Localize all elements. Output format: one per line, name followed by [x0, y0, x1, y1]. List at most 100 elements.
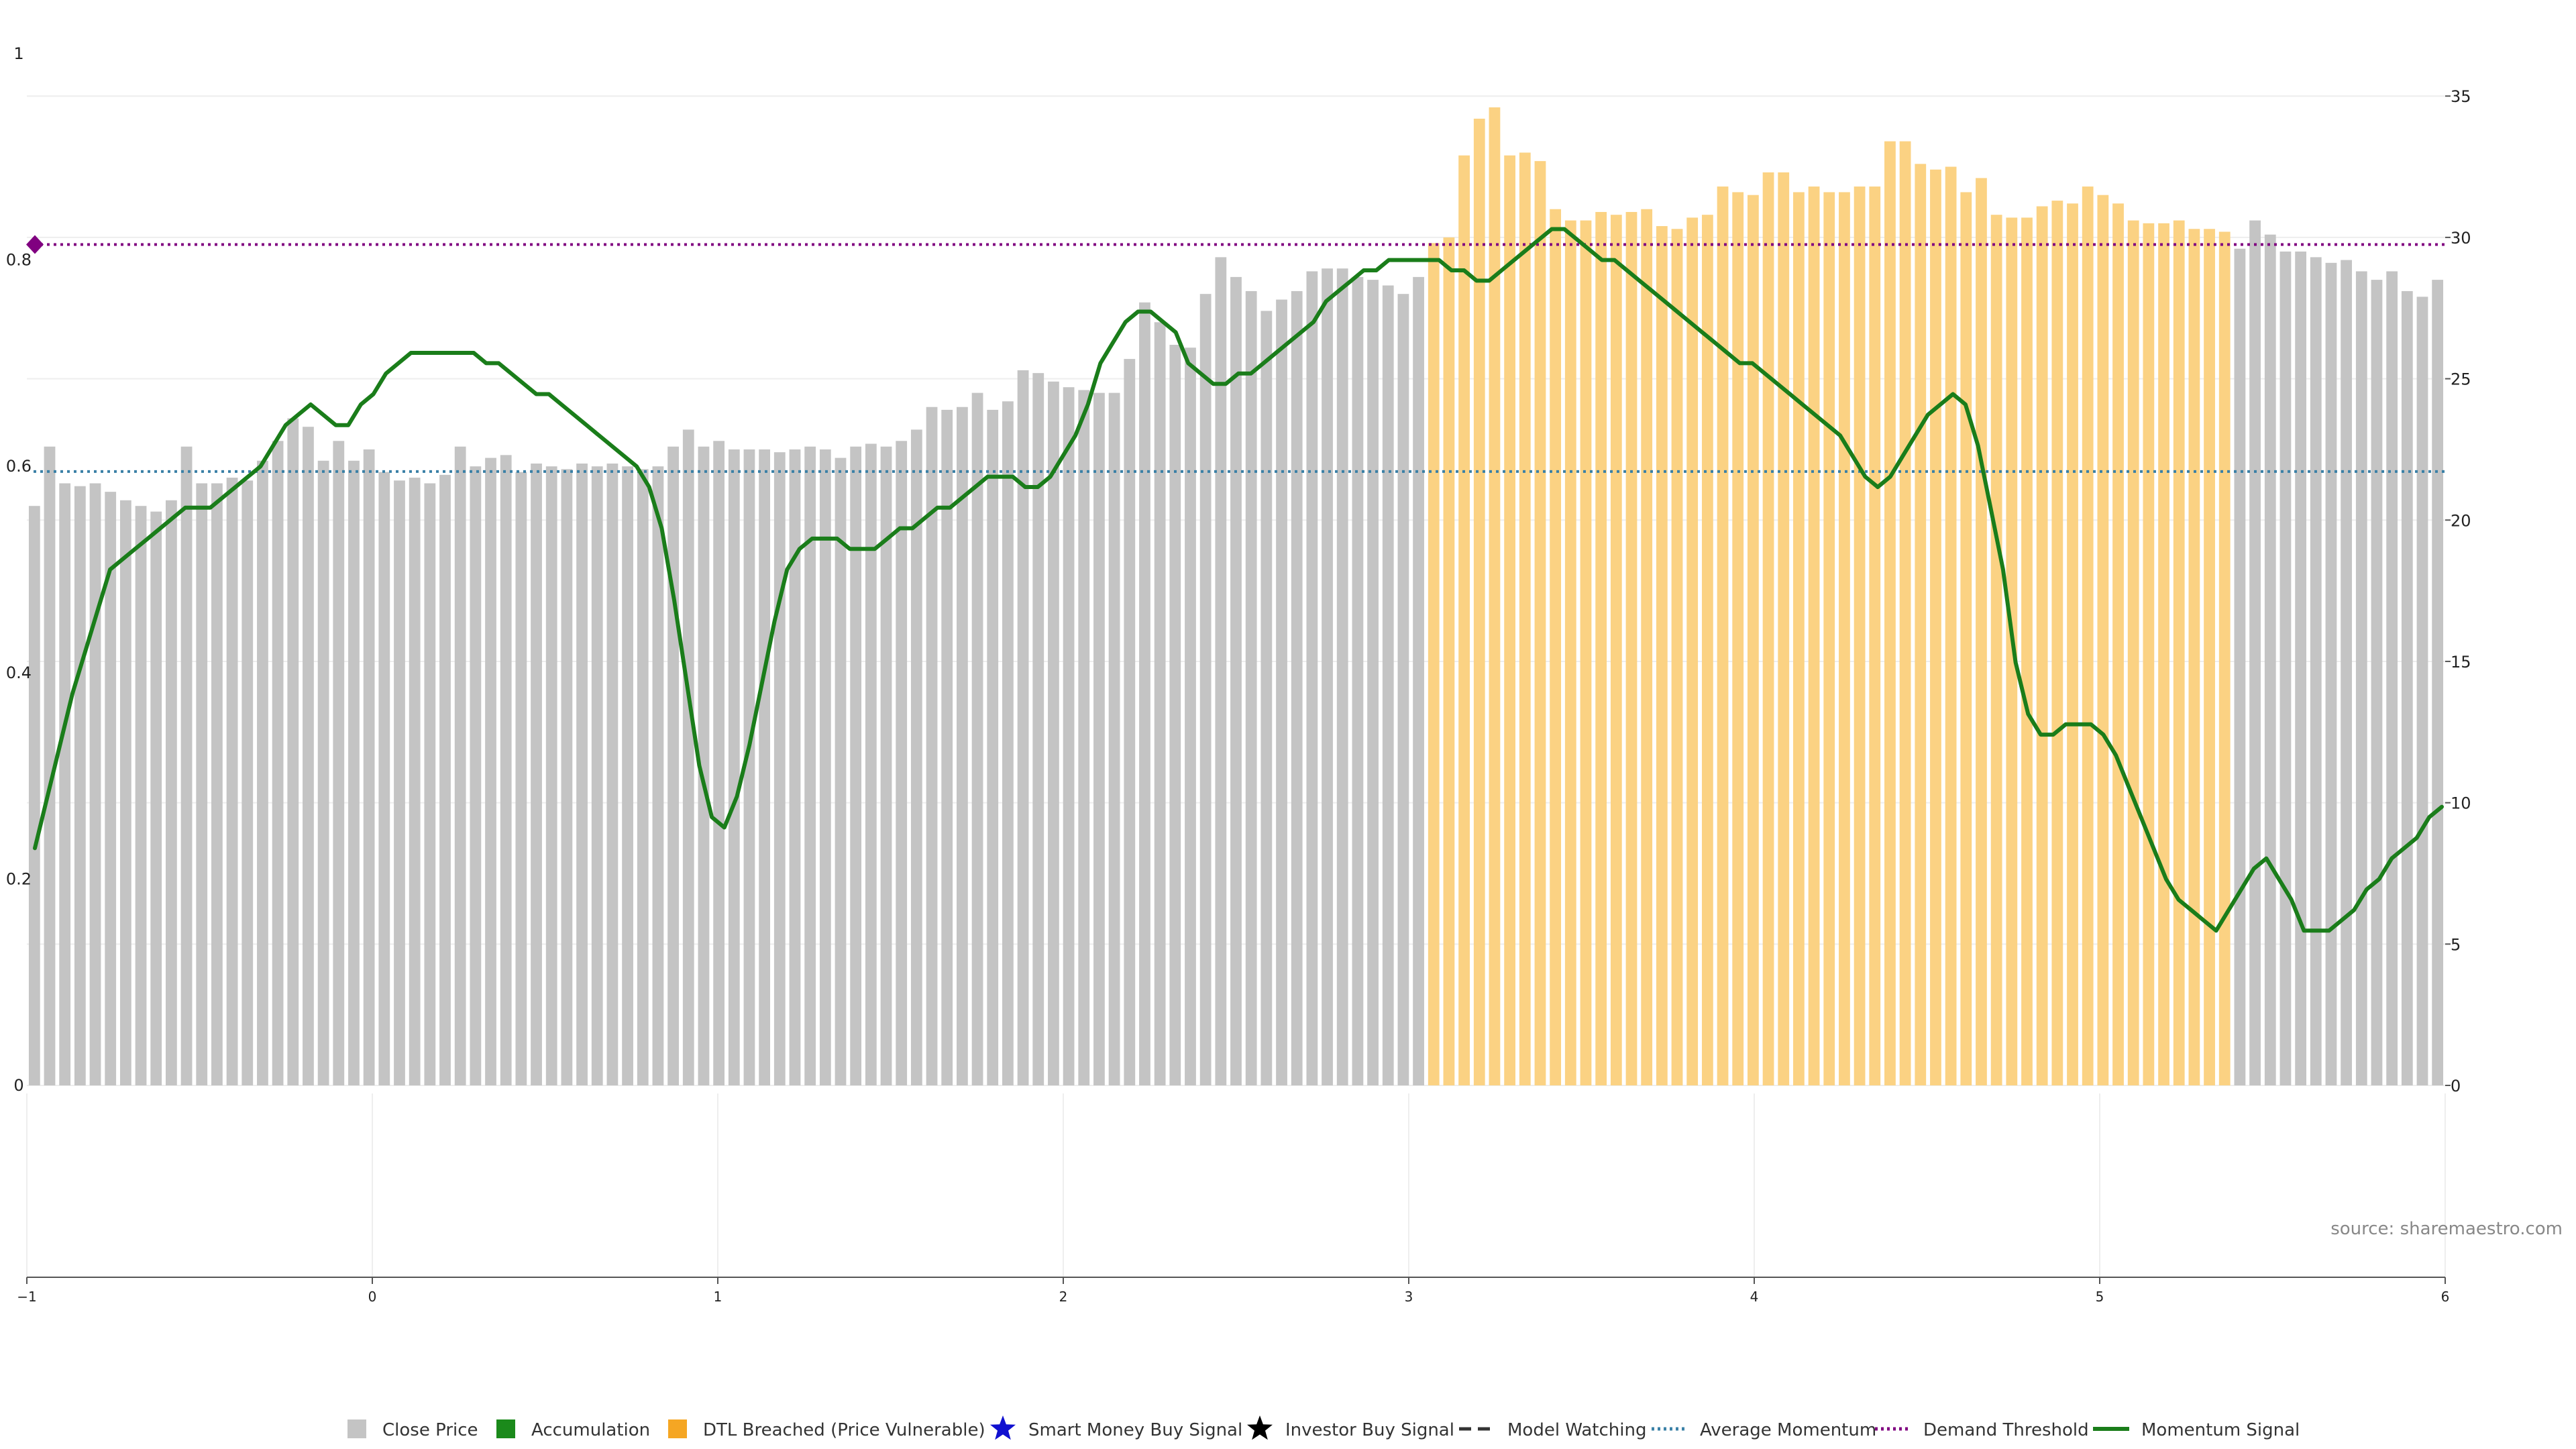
- legend-item: Average Momentum: [1652, 1420, 1876, 1440]
- price-bar: [606, 463, 619, 1085]
- legend-label: Momentum Signal: [2141, 1420, 2300, 1440]
- price-bar: [1048, 381, 1059, 1085]
- price-bar: [2097, 195, 2109, 1085]
- x-axis-tick-label: 1: [714, 1289, 722, 1305]
- price-bar: [1930, 169, 1941, 1086]
- right-axis-tick-label: 15: [2451, 653, 2471, 672]
- price-bar: [2371, 280, 2383, 1085]
- price-bar: [1291, 290, 1303, 1085]
- price-bar: [1443, 237, 1455, 1086]
- price-bar: [515, 472, 527, 1085]
- price-bar: [1063, 387, 1075, 1085]
- price-bar: [1854, 186, 1866, 1085]
- momentum-signal-series: [33, 227, 2444, 933]
- price-bar: [1717, 186, 1729, 1085]
- price-bar: [1473, 118, 1485, 1086]
- price-bar: [105, 492, 117, 1085]
- price-bar: [59, 483, 71, 1085]
- price-bar: [470, 466, 482, 1085]
- price-bar: [1413, 276, 1424, 1085]
- price-bar: [2386, 271, 2398, 1085]
- price-bar: [1017, 370, 1029, 1085]
- price-bar: [287, 418, 299, 1085]
- price-bar: [2082, 186, 2094, 1085]
- price-bar: [2112, 203, 2124, 1085]
- legend-item: Close Price: [347, 1419, 478, 1440]
- price-bar: [1093, 392, 1105, 1086]
- price-bar: [1793, 192, 1805, 1086]
- price-bar: [378, 472, 390, 1085]
- legend-item: Accumulation: [496, 1419, 650, 1440]
- price-bar: [1839, 192, 1850, 1086]
- price-bar: [1732, 192, 1744, 1086]
- legend-label: DTL Breached (Price Vulnerable): [703, 1420, 985, 1440]
- price-bar: [257, 460, 268, 1085]
- right-axis-tick-label: 25: [2451, 370, 2471, 389]
- price-bar: [1230, 276, 1242, 1085]
- price-bar: [424, 483, 436, 1085]
- price-bar: [500, 455, 512, 1085]
- price-bar: [1641, 209, 1653, 1085]
- price-bar: [652, 466, 664, 1085]
- price-bar: [1169, 345, 1181, 1085]
- left-axis-tick-label: 0.8: [6, 251, 32, 270]
- price-bar: [865, 443, 877, 1085]
- price-bar: [1915, 164, 1927, 1086]
- price-bar: [1458, 155, 1470, 1086]
- price-bar: [1519, 152, 1531, 1085]
- price-bar: [531, 463, 542, 1085]
- price-bar: [1154, 322, 1166, 1085]
- price-bar: [1260, 311, 1273, 1086]
- price-bar: [2143, 223, 2155, 1086]
- price-bar: [119, 500, 131, 1085]
- price-bar: [667, 446, 679, 1085]
- price-bar: [637, 469, 649, 1085]
- price-bar: [2127, 220, 2139, 1086]
- price-bar: [2158, 223, 2169, 1086]
- price-bar: [89, 483, 101, 1085]
- x-axis-tick-label: 3: [1405, 1289, 1413, 1305]
- price-bar: [454, 446, 466, 1085]
- price-bar: [789, 449, 801, 1085]
- price-bar: [926, 407, 938, 1085]
- legend-item: Investor Buy Signal: [1247, 1415, 1454, 1440]
- price-bar: [2249, 220, 2261, 1086]
- price-bar: [211, 483, 223, 1085]
- price-bar: [1762, 172, 1774, 1085]
- price-bar: [150, 511, 162, 1085]
- price-bar: [622, 466, 633, 1085]
- price-bar: [987, 409, 999, 1085]
- right-axis-tick-label: 5: [2451, 935, 2461, 954]
- price-bar: [409, 478, 421, 1085]
- price-bar: [1534, 161, 1546, 1085]
- x-axis-tick-label: 6: [2441, 1289, 2450, 1305]
- price-bar: [682, 429, 694, 1085]
- price-bar: [363, 449, 375, 1085]
- legend-item: Momentum Signal: [2093, 1420, 2300, 1440]
- price-bar: [394, 480, 405, 1085]
- price-bar: [1185, 347, 1196, 1086]
- price-bar: [439, 474, 451, 1085]
- momentum-signal-line: [33, 227, 2444, 933]
- price-bar: [1002, 401, 1014, 1085]
- price-bar: [759, 449, 771, 1085]
- price-bar: [1960, 192, 1972, 1086]
- price-bar: [835, 458, 847, 1085]
- price-bar: [698, 446, 710, 1085]
- right-axis-tick-label: 30: [2451, 229, 2471, 248]
- price-bar: [591, 466, 603, 1085]
- price-bar: [1869, 186, 1881, 1085]
- legend-label: Demand Threshold: [1923, 1420, 2089, 1440]
- price-bar: [135, 506, 147, 1085]
- price-bar: [1564, 220, 1576, 1086]
- price-bar: [1686, 217, 1699, 1085]
- price-bar: [896, 441, 908, 1085]
- price-bar: [44, 446, 56, 1085]
- right-axis-tick-label: 0: [2451, 1077, 2461, 1095]
- price-bar: [1322, 268, 1333, 1085]
- legend-swatch: [347, 1419, 366, 1438]
- price-bar: [545, 466, 557, 1085]
- x-axis-tick-label: 4: [1750, 1289, 1759, 1305]
- price-bar: [2021, 217, 2033, 1085]
- price-bar: [2006, 217, 2018, 1085]
